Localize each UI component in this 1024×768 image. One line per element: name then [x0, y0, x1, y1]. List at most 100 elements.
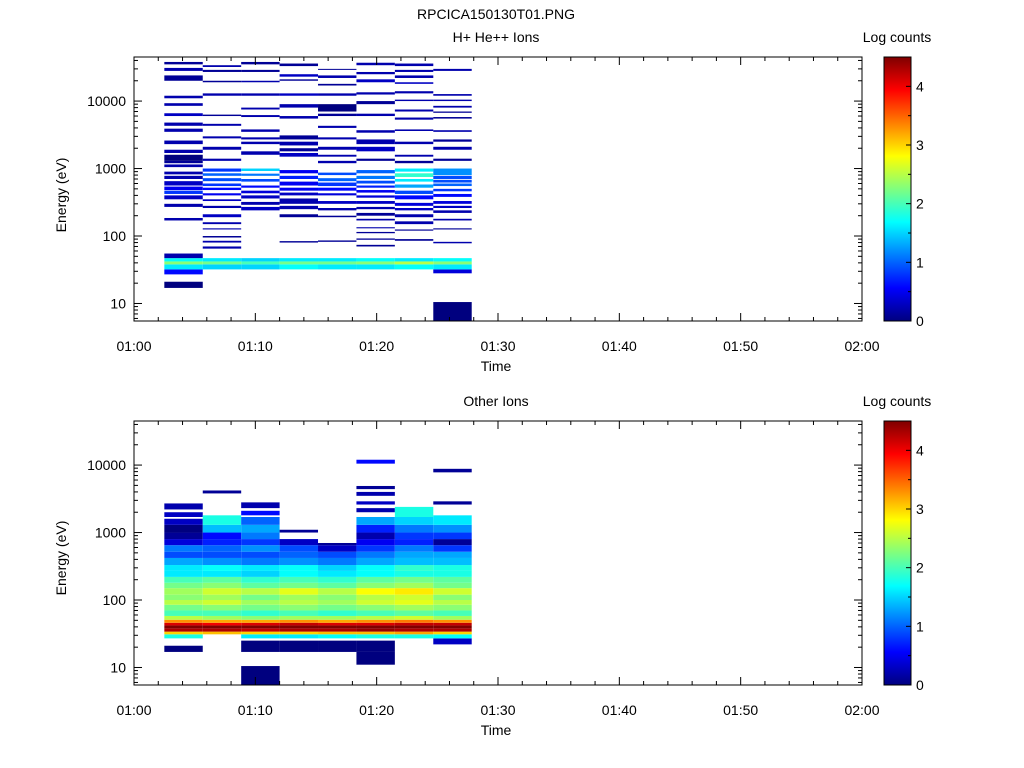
spectrogram-cell — [241, 129, 280, 132]
spectrogram-cell — [356, 619, 395, 623]
spectrogram-cell — [394, 109, 434, 112]
spectrogram-cell — [241, 141, 280, 145]
spectrogram-cell — [164, 61, 203, 65]
spectrogram-cell — [394, 557, 434, 566]
spectrogram-cell — [433, 576, 472, 583]
spectrogram-cell — [394, 221, 434, 225]
spectrogram-cell — [164, 622, 203, 626]
colorbar-tick-label: 4 — [916, 442, 924, 458]
spectrogram-cell — [279, 181, 319, 186]
spectrogram-cell — [318, 137, 357, 140]
spectrogram-cell — [202, 222, 242, 225]
spectrogram-cell — [202, 576, 242, 583]
spectrogram-cell — [279, 74, 319, 77]
spectrogram-cell — [279, 152, 319, 157]
spectrogram-cell — [164, 195, 203, 200]
x-tick-label: 01:00 — [116, 338, 151, 354]
spectrogram-cell — [394, 622, 434, 626]
spectrogram-cell — [356, 264, 395, 270]
spectrogram-cell — [164, 645, 203, 652]
colorbar-gradient — [883, 420, 912, 686]
spectrogram-cell — [433, 515, 472, 525]
spectrogram-cell — [164, 149, 203, 153]
colorbar: 0 1 2 3 4 — [883, 56, 924, 329]
spectrogram-cell — [164, 203, 203, 207]
x-tick-label: 01:40 — [602, 338, 637, 354]
x-tick-label: 01:10 — [238, 338, 273, 354]
spectrogram-cell — [241, 628, 280, 632]
spectrogram-cell — [433, 628, 472, 632]
spectrogram-cell — [241, 502, 280, 509]
spectrogram-cell — [394, 184, 434, 188]
spectrogram-cell — [318, 542, 357, 546]
spectrogram-cell — [241, 80, 280, 83]
spectrogram-cell — [433, 468, 472, 473]
spectrogram-cell — [279, 135, 319, 140]
spectrogram-cell — [356, 622, 395, 626]
spectrogram-cell — [202, 631, 242, 635]
spectrogram-cell — [164, 190, 203, 194]
spectrogram-cell — [356, 634, 395, 639]
spectrogram-cell — [394, 190, 434, 194]
spectrogram-cell — [318, 576, 357, 583]
spectrogram-cell — [202, 178, 242, 182]
spectrogram-cell — [164, 610, 203, 616]
spectrogram-cell — [356, 576, 395, 583]
x-axis-label: Time — [481, 358, 512, 374]
spectrogram-cell — [433, 302, 472, 321]
spectrogram-cell — [164, 557, 203, 566]
spectrogram-cell — [241, 622, 280, 626]
spectrogram-cell — [164, 128, 203, 132]
spectrogram-cell — [164, 164, 203, 168]
spectrogram-cell — [318, 146, 357, 150]
x-tick-label: 01:30 — [480, 702, 515, 718]
spectrogram-cell — [164, 604, 203, 611]
spectrogram-cell — [279, 565, 319, 571]
spectrogram-cell — [241, 631, 280, 635]
spectrogram-cell — [433, 193, 472, 197]
spectrogram-cell — [164, 512, 203, 517]
spectrogram-cell — [356, 190, 395, 193]
spectrogram-cell — [279, 187, 319, 191]
spectrogram-cell — [279, 79, 319, 81]
spectrogram-cell — [356, 195, 395, 198]
spectrogram-cell — [164, 518, 203, 525]
spectrogram-cell — [356, 158, 395, 161]
spectrogram-cell — [241, 610, 280, 616]
spectrogram-cell — [433, 588, 472, 595]
spectrogram-cell — [394, 631, 434, 635]
spectrogram-cell — [318, 582, 357, 589]
spectrogram-cell — [164, 551, 203, 558]
spectrogram-cell — [202, 93, 242, 96]
spectrogram-cell — [164, 634, 203, 639]
spectrogram-cell — [356, 565, 395, 571]
spectrogram-cell — [202, 565, 242, 571]
spectrogram-cell — [241, 565, 280, 571]
spectrogram-cell — [164, 261, 203, 265]
spectrogram-cell — [279, 148, 319, 152]
spectrogram-cell — [356, 508, 395, 513]
y-tick-label: 10000 — [87, 93, 126, 109]
spectrogram-cell — [241, 539, 280, 546]
spectrogram-cell — [394, 261, 434, 265]
spectrogram-cell — [356, 615, 395, 620]
spectrogram-cell — [279, 529, 319, 533]
spectrogram-cell — [318, 604, 357, 611]
spectrogram-cell — [241, 151, 280, 155]
spectrogram-cell — [356, 551, 395, 558]
spectrogram-cell — [164, 532, 203, 540]
spectrogram-cell — [356, 170, 395, 174]
spectrogram-cell — [241, 264, 280, 270]
spectrogram-cell — [164, 576, 203, 583]
spectrogram-cell — [394, 239, 434, 241]
spectrogram-cell — [202, 65, 242, 67]
spectrogram-cell — [356, 258, 395, 262]
spectrogram-cell — [394, 594, 434, 601]
spectrogram-cell — [394, 532, 434, 540]
spectrogram-cell — [164, 594, 203, 601]
spectrogram-cell — [279, 604, 319, 611]
spectrogram-cell — [394, 615, 434, 620]
x-tick-label: 01:50 — [723, 338, 758, 354]
colorbar-tick-label: 3 — [916, 501, 924, 517]
panel-other-ions: Other Ions Log counts 01:00 01:10 01:20 01:… — [53, 393, 931, 738]
